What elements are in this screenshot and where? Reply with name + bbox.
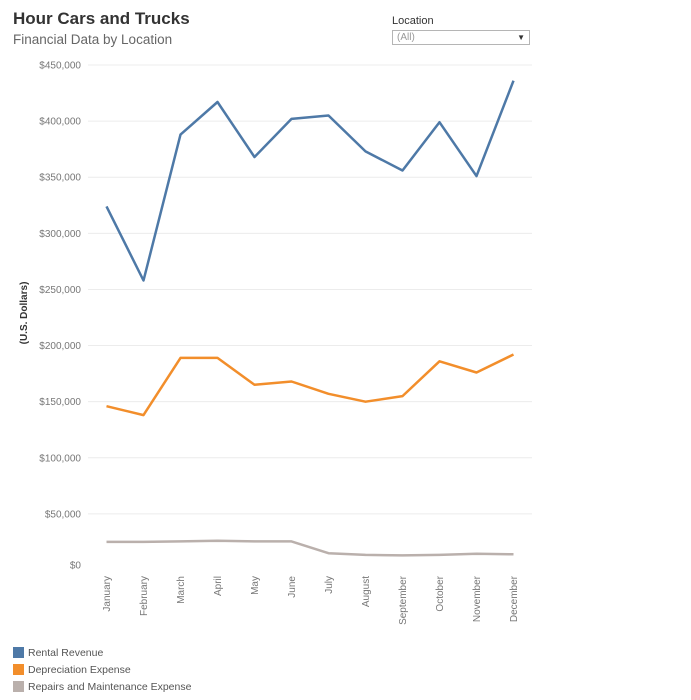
x-tick-label: November (472, 575, 483, 622)
legend-item[interactable]: Depreciation Expense (13, 661, 191, 678)
legend-item[interactable]: Rental Revenue (13, 644, 191, 661)
location-filter-value: (All) (397, 32, 415, 43)
y-tick-label: $250,000 (39, 285, 81, 296)
legend-label: Depreciation Expense (28, 663, 131, 676)
gridlines (88, 64, 532, 515)
y-tick-label: $350,000 (39, 173, 81, 184)
chart-subtitle: Financial Data by Location (13, 32, 173, 47)
series-lines (105, 80, 515, 557)
y-tick-label: $300,000 (39, 229, 81, 240)
x-tick-label: December (509, 575, 520, 622)
x-tick-label: September (398, 575, 409, 625)
x-tick-label: May (250, 576, 261, 595)
legend-label: Repairs and Maintenance Expense (28, 680, 192, 693)
legend: Rental Revenue Depreciation Expense Repair… (13, 644, 191, 695)
x-axis-ticks: January February March April May June July Augu… (102, 575, 520, 625)
legend-item[interactable]: Repairs and Maintenance Expense (13, 678, 191, 695)
y-tick-label: $50,000 (45, 509, 82, 520)
x-tick-label: October (435, 575, 446, 611)
caret-down-icon[interactable]: ▼ (517, 33, 525, 42)
x-tick-label: April (213, 576, 224, 596)
series-line-depreciation-expense[interactable] (106, 353, 515, 417)
x-tick-label: July (324, 576, 335, 594)
y-tick-label: $400,000 (39, 117, 81, 128)
x-tick-label: January (102, 576, 113, 612)
y-axis-ticks: $0 $50,000 $100,000 $150,000 $200,000 $250,00… (39, 61, 81, 572)
line-chart: $0 $50,000 $100,000 $150,000 $200,000 $250,00… (19, 61, 532, 625)
series-line-rental-revenue[interactable] (105, 80, 515, 282)
legend-swatch (13, 664, 24, 675)
x-tick-label: August (361, 576, 372, 607)
y-tick-label: $200,000 (39, 341, 81, 352)
legend-swatch (13, 647, 24, 658)
legend-label: Rental Revenue (28, 646, 104, 659)
series-line-repairs-and-maintenance-expense[interactable] (106, 539, 514, 557)
x-tick-label: March (176, 576, 187, 604)
location-filter-label: Location (392, 15, 434, 27)
y-tick-label: $100,000 (39, 453, 81, 464)
x-tick-label: June (287, 576, 298, 598)
x-tick-label: February (139, 576, 150, 616)
location-filter-dropdown[interactable]: (All) ▼ (392, 30, 530, 45)
y-axis-label: (U.S. Dollars) (19, 282, 30, 345)
y-tick-label: $150,000 (39, 397, 81, 408)
legend-swatch (13, 681, 24, 692)
y-tick-label: $0 (70, 561, 82, 572)
chart-title: Hour Cars and Trucks (13, 9, 190, 28)
y-tick-label: $450,000 (39, 61, 81, 72)
